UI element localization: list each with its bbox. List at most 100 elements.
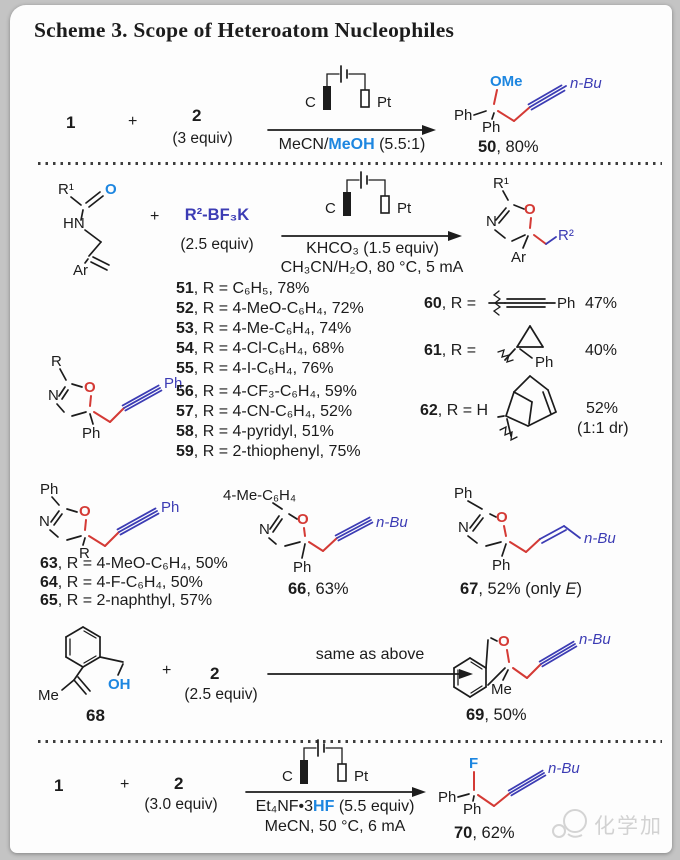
dr-62: (1:1 dr) (577, 420, 629, 437)
scope-entry-65: 65, R = 2-naphthyl, 57% (40, 592, 212, 610)
conditions-line1: KHCO₃ (1.5 equiv) (306, 240, 439, 257)
scope-entry-59: 59, R = 2-thiophenyl, 75% (176, 443, 361, 461)
product-66-caption: 66, 63% (288, 580, 349, 599)
e-configuration: E (565, 580, 577, 598)
ring-bonds (494, 190, 532, 249)
cyclopropane-bonds (516, 325, 544, 348)
ring-bonds (268, 502, 306, 559)
entry-number: 51 (176, 280, 194, 297)
alkyne-ph-label: Ph (164, 375, 182, 392)
equiv-note: (2.5 equiv) (184, 686, 258, 703)
ring-n-label: N (458, 519, 469, 536)
ring-o-label: O (79, 503, 91, 520)
product-67-yield: , 52% (only (478, 580, 566, 598)
aryl-label: 4-Me-C₆H₄ (223, 487, 296, 504)
ph-bottom-label: Ph (82, 425, 100, 442)
nbu-label: n-Bu (579, 631, 611, 648)
solvent-pre: MeCN/ (278, 136, 329, 153)
conditions-line2: CH₃CN/H₂O, 80 °C, 5 mA (280, 259, 464, 276)
product-67-yield-end: ) (576, 580, 583, 598)
entry-desc: , R = 4-MeO-C₆H₄, 50% (57, 555, 228, 572)
cell-wires (300, 739, 347, 784)
page-card (10, 5, 672, 853)
entry-number: 52 (176, 300, 194, 317)
ring-o-label: O (498, 633, 510, 650)
arrow-condition-label: same as above (315, 646, 425, 663)
cond-post: (5.5 equiv) (334, 798, 415, 815)
allyl-bonds (509, 538, 541, 553)
alkyne-bonds (527, 84, 567, 111)
plus-sign: + (150, 208, 160, 225)
cathode-plate-icon (380, 195, 390, 214)
trifluoroborate-reagent: R²-BF₃K (184, 206, 250, 224)
entry-number: 61 (424, 342, 442, 359)
scheme-title: Scheme 3. Scope of Heteroatom Nucleophil… (34, 18, 455, 42)
entry-number: 62 (420, 402, 438, 419)
scope-entry-57: 57, R = 4-CN-C₆H₄, 52% (176, 403, 352, 421)
scope-entry-51: 51, R = C₆H₅, 78% (176, 280, 309, 298)
norbornenyl-structure (497, 375, 557, 442)
phenylcyclopropyl-structure: Ph (497, 325, 553, 371)
ring-o-label: O (524, 201, 536, 218)
plus-sign: + (162, 662, 172, 679)
ring-n-label: N (48, 387, 59, 404)
cathode-plate-icon (360, 89, 370, 108)
entry-number: 65 (40, 592, 58, 609)
ring-n-label: N (39, 513, 50, 530)
entry-number: 63 (40, 555, 58, 572)
scope-entry-53: 53, R = 4-Me-C₆H₄, 74% (176, 320, 351, 338)
scope-entry-56: 56, R = 4-CF₃-C₆H₄, 59% (176, 383, 357, 401)
scope-entry-64: 64, R = 4-F-C₆H₄, 50% (40, 574, 203, 592)
product-50-caption: 50, 80% (478, 138, 539, 157)
r1-label: R¹ (493, 175, 509, 192)
product-69-structure: O Me n-Bu (453, 631, 611, 698)
entry-number: 58 (176, 423, 194, 440)
solvent-highlight: MeOH (328, 136, 375, 153)
entry-number: 57 (176, 403, 194, 420)
anode-label: C (282, 768, 293, 785)
product-66-structure: 4-Me-C₆H₄ N O Ph n-Bu (223, 487, 408, 576)
propargyl-bonds (88, 531, 120, 547)
entry-desc: , R = 4-Me-C₆H₄, 74% (193, 320, 352, 337)
anode-label: C (325, 200, 336, 217)
alkyne-bonds (116, 507, 160, 536)
equiv-note: (2.5 equiv) (180, 236, 254, 253)
oxazoline-phenylalkyne-structure: R N O Ph Ph (48, 353, 182, 442)
product-69-yield: , 50% (484, 706, 527, 724)
ph-label: Ph (557, 295, 575, 312)
anode-label: C (305, 94, 316, 111)
solvent-note: MeCN/MeOH (5.5:1) (272, 136, 432, 154)
cathode-label: Pt (397, 200, 412, 217)
compound-2: 2 (174, 774, 184, 793)
entry-number: 54 (176, 340, 194, 357)
reaction-arrow (267, 669, 473, 679)
ring-bonds (49, 496, 87, 546)
plus-sign: + (120, 776, 130, 793)
me-label: Me (491, 681, 512, 698)
isopropenyl-bonds (61, 666, 91, 695)
ar-label: Ar (511, 249, 526, 266)
compound-1: 1 (54, 776, 64, 795)
norbornene-bonds (505, 375, 557, 427)
cell-wires (323, 65, 370, 110)
ome-label: OMe (490, 73, 523, 90)
propargyl-bonds (477, 792, 511, 807)
ring-n-label: N (486, 213, 497, 230)
compound-1: 1 (66, 113, 76, 132)
alkyne-ph-label: Ph (161, 499, 179, 516)
scope-entry-61: 61, R = (424, 342, 476, 360)
product-70-caption: 70, 62% (454, 824, 515, 843)
entry-desc: , R = H (437, 402, 489, 419)
ph-label: Ph (535, 354, 553, 371)
cond-highlight: HF (313, 798, 335, 815)
r-label: R (51, 353, 62, 370)
ph-left-label: Ph (454, 107, 472, 124)
scope-entry-52: 52, R = 4-MeO-C₆H₄, 72% (176, 300, 364, 318)
entry-desc: , R = (441, 342, 477, 359)
reaction-arrow (281, 231, 462, 241)
f-label: F (469, 755, 478, 772)
product-69-caption: 69, 50% (466, 706, 527, 725)
entry-desc: , R = 4-Cl-C₆H₄, 68% (193, 340, 345, 357)
entry-number: 64 (40, 574, 58, 591)
entry-desc: , R = 4-MeO-C₆H₄, 72% (193, 300, 364, 317)
